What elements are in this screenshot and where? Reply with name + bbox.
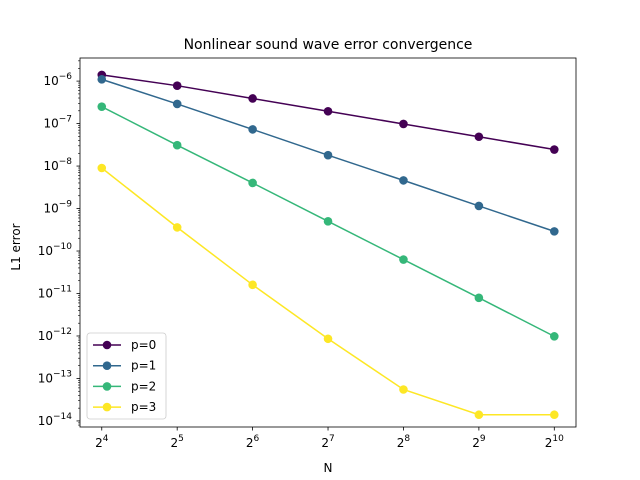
x-tick-label: 29 <box>472 434 486 450</box>
y-tick-label: 10−13 <box>38 369 72 385</box>
data-point <box>248 94 257 103</box>
legend: p=0 p=1 p=2 p=3 <box>86 332 167 420</box>
legend-label: p=3 <box>131 400 156 414</box>
legend-marker <box>102 340 112 350</box>
data-point <box>474 201 484 211</box>
legend-marker <box>102 402 112 412</box>
x-tick-label: 26 <box>246 434 260 450</box>
axes-frame <box>79 57 577 428</box>
y-tick-label: 10−11 <box>38 285 72 301</box>
y-tick-label: 10−7 <box>43 115 72 131</box>
series-p=2 <box>97 102 559 341</box>
data-point <box>399 385 408 394</box>
data-point <box>248 280 257 290</box>
chart-title: Nonlinear sound wave error convergence <box>184 37 473 53</box>
legend-label: p=2 <box>131 379 156 393</box>
legend-label: p=0 <box>131 338 156 352</box>
x-tick-label: 28 <box>397 434 411 450</box>
data-point <box>549 145 559 154</box>
y-tick-label: 10−14 <box>38 412 73 428</box>
x-tick-label: 210 <box>545 434 564 450</box>
data-point <box>323 334 333 344</box>
plot-area: 10−6 10−7 10−8 10−9 10−10 10−11 10−12 10−13 10−1… <box>38 57 577 450</box>
data-point <box>97 75 107 84</box>
series-p=3 <box>97 163 559 420</box>
data-point <box>399 176 408 185</box>
legend-box <box>86 332 167 420</box>
data-point <box>474 132 484 142</box>
data-point <box>97 163 107 173</box>
data-point <box>474 293 484 303</box>
data-point <box>323 150 333 160</box>
legend-marker <box>102 382 112 391</box>
legend-label: p=1 <box>131 359 156 373</box>
data-point <box>474 410 484 420</box>
y-tick-label: 10−10 <box>38 242 73 258</box>
y-tick-label: 10−8 <box>43 157 72 173</box>
data-point <box>549 410 559 420</box>
x-tick-label: 27 <box>321 434 334 450</box>
data-point <box>172 99 182 109</box>
y-tick-label: 10−9 <box>43 200 72 216</box>
data-point <box>549 227 559 236</box>
legend-marker <box>102 361 112 371</box>
x-tick-label: 25 <box>170 434 183 450</box>
data-point <box>97 102 107 111</box>
data-point <box>323 217 333 226</box>
data-point <box>399 255 408 264</box>
data-point <box>549 332 559 341</box>
x-axis-label: N <box>324 461 333 475</box>
x-tick-label: 24 <box>95 434 109 450</box>
data-point <box>399 119 408 129</box>
y-axis-label: L1 error <box>9 223 23 270</box>
data-point <box>323 106 333 116</box>
series-p=1 <box>97 75 559 236</box>
data-point <box>248 178 257 188</box>
data-point <box>248 125 257 134</box>
data-point <box>172 140 182 150</box>
data-point <box>172 81 182 90</box>
y-tick-label: 10−12 <box>38 327 72 343</box>
data-point <box>172 223 182 232</box>
y-tick-label: 10−6 <box>43 72 72 88</box>
